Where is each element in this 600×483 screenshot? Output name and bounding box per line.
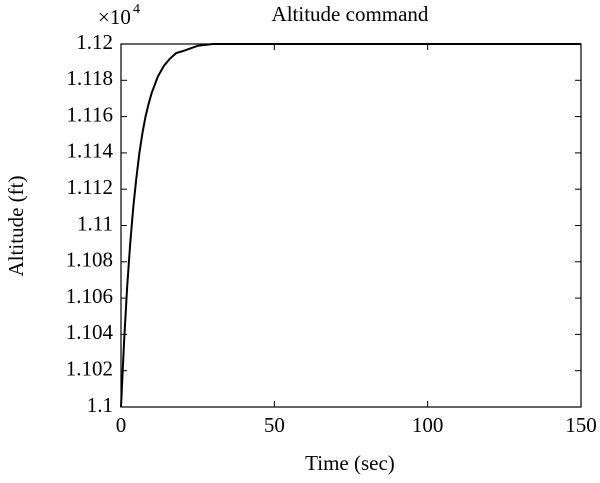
x-tick-label: 0 (116, 413, 127, 437)
y-scale-label: ×10 (98, 5, 131, 29)
x-tick-label: 50 (264, 413, 285, 437)
y-tick-label: 1.12 (76, 30, 113, 54)
y-axis-label: Altitude (ft) (4, 176, 28, 277)
x-tick-label: 100 (412, 413, 444, 437)
chart-title: Altitude command (272, 2, 429, 26)
x-axis-label: Time (sec) (305, 451, 395, 475)
y-tick-label: 1.1 (87, 393, 113, 417)
plot-frame (120, 43, 582, 408)
y-tick-label: 1.108 (66, 248, 113, 272)
y-tick-label: 1.116 (67, 102, 113, 126)
line-series (120, 43, 581, 408)
y-tick-label: 1.106 (66, 284, 113, 308)
y-tick-label: 1.112 (67, 175, 113, 199)
y-tick-label: 1.102 (66, 357, 113, 381)
y-tick-label: 1.114 (67, 139, 114, 163)
y-tick-label: 1.104 (66, 320, 114, 344)
x-tick-label: 150 (565, 413, 597, 437)
y-scale-exponent: 4 (133, 2, 140, 17)
y-tick-label: 1.118 (67, 66, 113, 90)
y-tick-label: 1.11 (77, 211, 113, 235)
